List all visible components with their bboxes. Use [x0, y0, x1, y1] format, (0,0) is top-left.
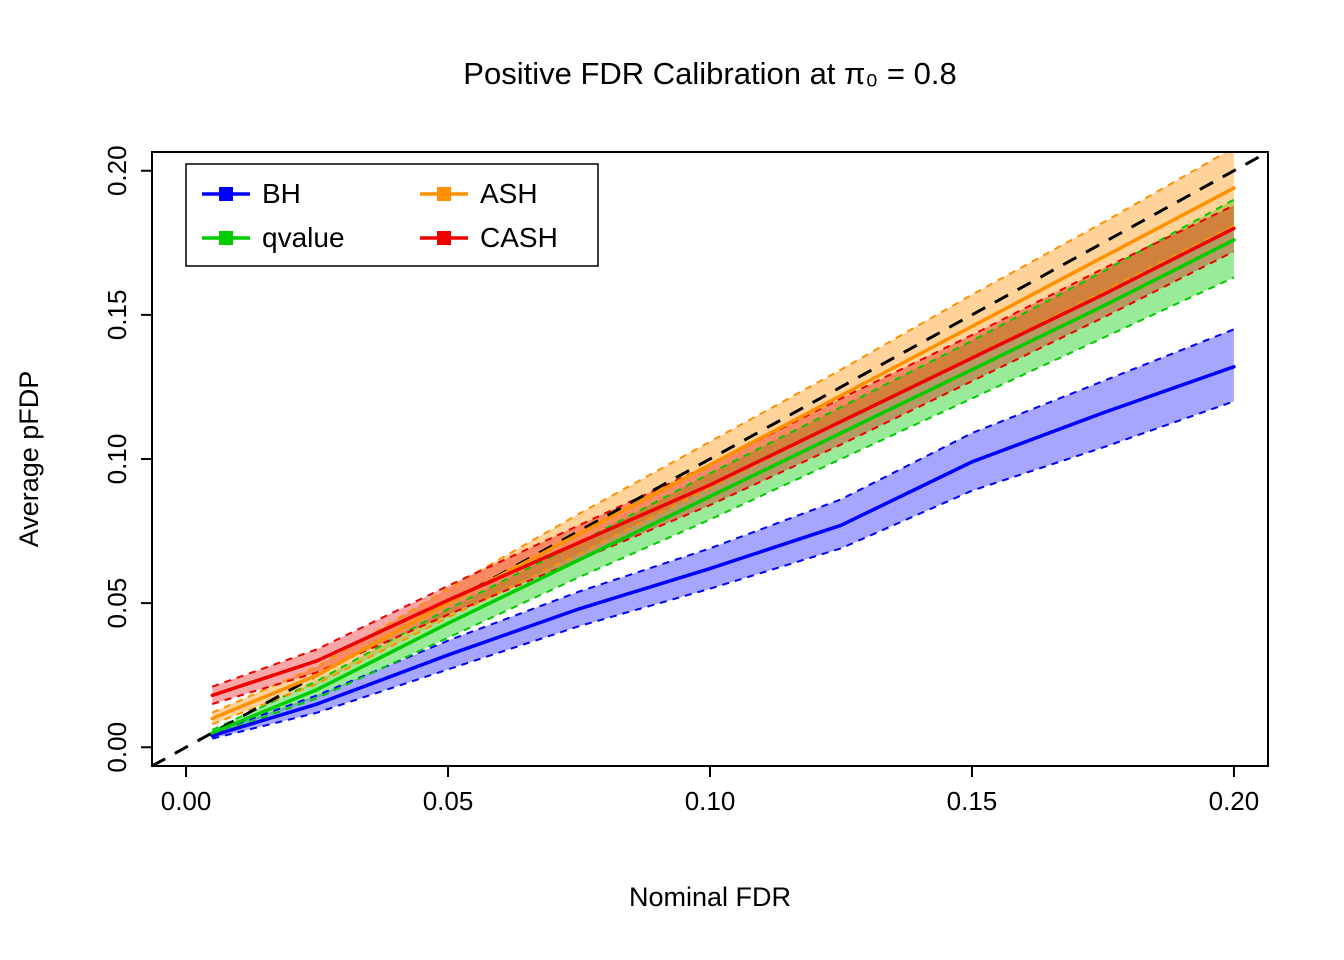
- legend-label-BH: BH: [262, 178, 301, 209]
- line-ASH: [210, 186, 1236, 721]
- y-tick-label: 0.10: [102, 434, 132, 485]
- y-tick-label: 0.15: [102, 290, 132, 341]
- legend-key-square-qvalue: [219, 231, 233, 245]
- band-edge-upper-ASH: [211, 152, 1229, 714]
- legend-box: [185, 163, 599, 267]
- band-edge-lower-BH: [212, 400, 1235, 740]
- legend: BH qvalue ASH CASH: [185, 163, 599, 267]
- axes: 0.00 0.05 0.10 0.15 0.20 0.00 0.05 0.10 0.15 0.20: [102, 145, 1259, 816]
- band-CASH: [212, 205, 1234, 705]
- line-qvalue: [210, 238, 1236, 735]
- y-axis-label: Average pFDP: [14, 371, 44, 548]
- band-edge-upper-qvalue: [211, 198, 1235, 731]
- legend-label-ASH: ASH: [480, 178, 538, 209]
- x-tick-label: 0.20: [1209, 786, 1260, 816]
- line-CASH: [210, 226, 1236, 698]
- band-edge-upper-CASH: [211, 204, 1235, 688]
- line-BH: [210, 365, 1236, 738]
- band-BH: [212, 329, 1234, 739]
- legend-label-qvalue: qvalue: [262, 222, 345, 253]
- legend-label-CASH: CASH: [480, 222, 558, 253]
- legend-key-square-CASH: [437, 231, 451, 245]
- legend-key-square-ASH: [437, 187, 451, 201]
- plot-area: [152, 152, 1268, 766]
- band-ASH: [212, 152, 1234, 725]
- x-tick-label: 0.00: [161, 786, 212, 816]
- y-tick-label: 0.20: [102, 145, 132, 196]
- band-edge-lower-qvalue: [211, 276, 1235, 737]
- y-tick-label: 0.00: [102, 722, 132, 773]
- x-tick-label: 0.15: [947, 786, 998, 816]
- x-tick-label: 0.05: [423, 786, 474, 816]
- y-tick-label: 0.05: [102, 578, 132, 629]
- x-tick-label: 0.10: [685, 786, 736, 816]
- legend-key-square-BH: [219, 187, 233, 201]
- x-axis-label: Nominal FDR: [629, 882, 791, 912]
- chart-title: Positive FDR Calibration at π₀ = 0.8: [463, 56, 956, 91]
